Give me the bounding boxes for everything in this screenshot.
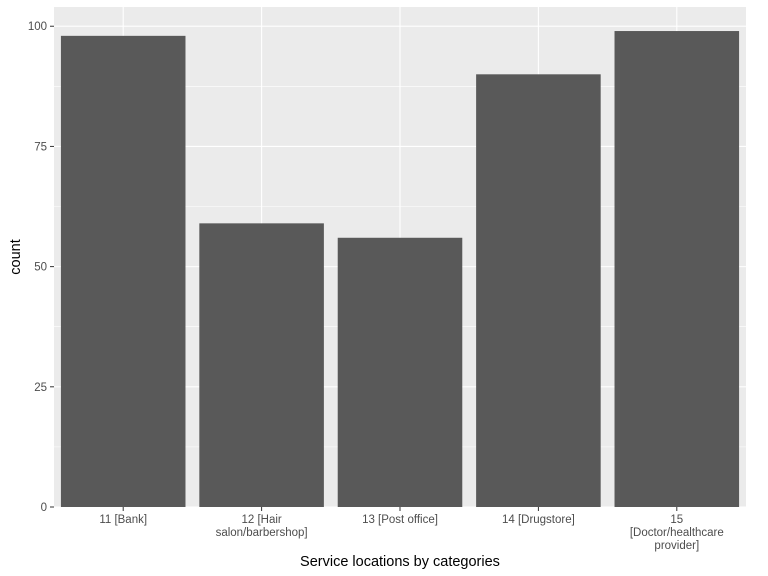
y-axis-title: count <box>8 239 24 274</box>
y-tick-label: 100 <box>28 21 47 33</box>
bar-3 <box>337 237 463 507</box>
bars <box>60 31 740 508</box>
x-tick-label-line: 13 [Post office] <box>362 514 438 526</box>
x-tick-label-line: 15 <box>670 514 683 526</box>
x-tick-label-line: 11 [Bank] <box>99 514 147 526</box>
y-tick-label: 75 <box>34 141 47 153</box>
bar-1 <box>60 35 186 507</box>
bar-4 <box>476 74 601 508</box>
x-tick-label-line: 12 [Hair <box>241 514 281 526</box>
x-axis-title: Service locations by categories <box>300 554 500 570</box>
y-tick-label: 0 <box>41 502 47 514</box>
y-tick-label: 50 <box>34 262 47 274</box>
y-axis: 0 25 50 75 100 <box>28 21 54 514</box>
bar-5 <box>614 31 740 508</box>
x-tick-label-4: 14 [Drugstore] <box>502 514 575 526</box>
x-tick-label-3: 13 [Post office] <box>362 514 438 526</box>
x-tick-label-line: 14 [Drugstore] <box>502 514 575 526</box>
x-tick-label-line: provider] <box>654 540 699 552</box>
x-tick-label-line: salon/barbershop] <box>216 527 308 539</box>
bar-2 <box>199 223 324 507</box>
x-tick-label-line: [Doctor/healthcare <box>630 527 724 539</box>
y-tick-label: 25 <box>34 382 47 394</box>
x-tick-label-1: 11 [Bank] <box>99 514 147 526</box>
